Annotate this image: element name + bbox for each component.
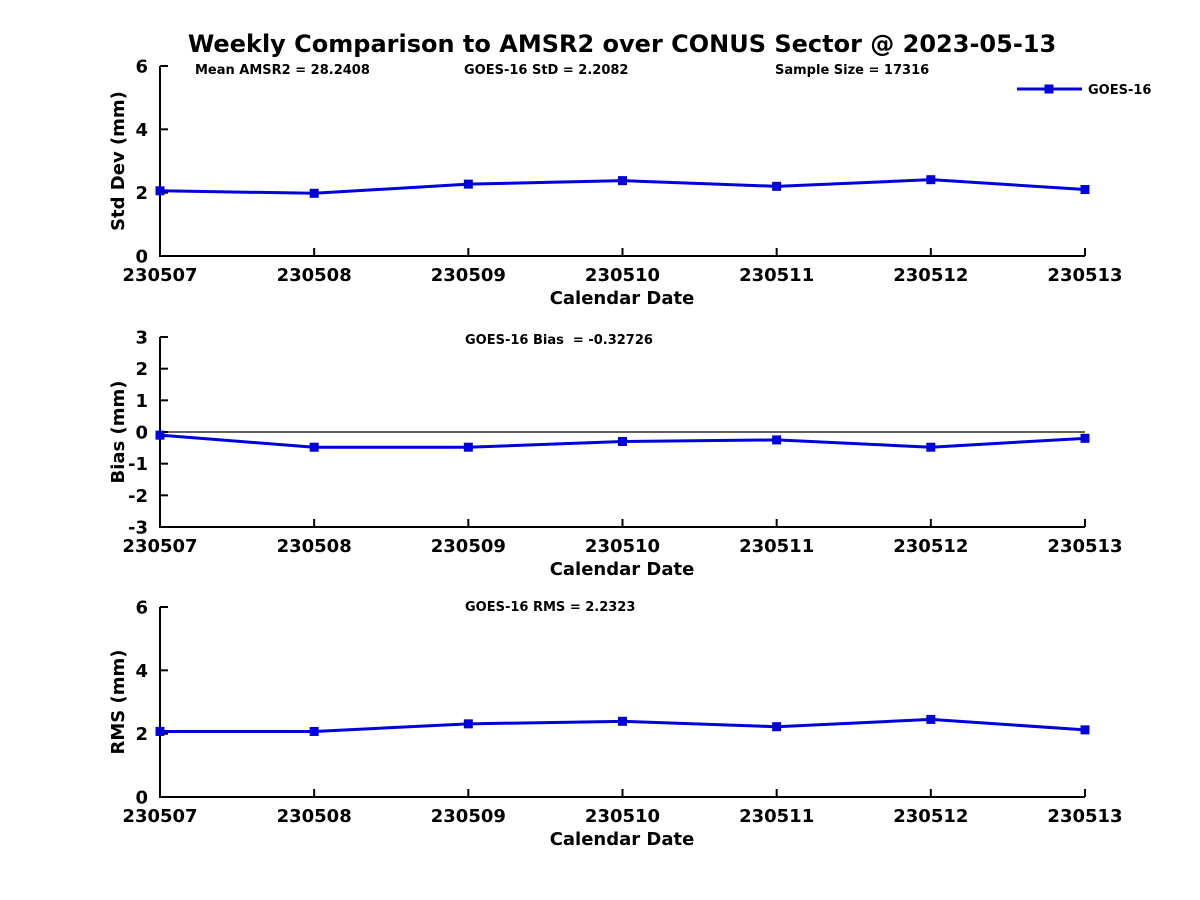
x-axis-label: Calendar Date [550, 829, 695, 850]
data-point-marker [772, 435, 782, 445]
x-tick-label: 230507 [122, 806, 197, 827]
data-point-marker [155, 726, 165, 736]
x-tick-label: 230508 [277, 265, 352, 286]
data-point-marker [772, 181, 782, 191]
annotation-sample-size: Sample Size = 17316 [775, 63, 929, 78]
x-tick-label: 230512 [893, 536, 968, 557]
x-axis-label: Calendar Date [550, 288, 695, 309]
x-axis-label: Calendar Date [550, 559, 695, 580]
data-point-marker [1080, 725, 1090, 735]
y-tick-label: 2 [135, 359, 148, 380]
y-tick-label: 1 [135, 391, 148, 412]
data-point-marker [772, 722, 782, 732]
annotation-mean-amsr2: Mean AMSR2 = 28.2408 [195, 63, 370, 78]
figure-title: Weekly Comparison to AMSR2 over CONUS Se… [188, 30, 1056, 58]
data-point-marker [1080, 433, 1090, 443]
subplot-bias: GOES-16 Bias = -0.32726 Bias (mm) Calend… [108, 328, 1123, 581]
x-tick-label: 230512 [893, 806, 968, 827]
data-point-marker [155, 186, 165, 196]
annotation-goes16-std: GOES-16 StD = 2.2082 [464, 63, 628, 78]
data-point-marker [463, 719, 473, 729]
data-point-marker [309, 442, 319, 452]
data-point-marker [618, 176, 627, 186]
x-tick-label: 230507 [122, 265, 197, 286]
axis-spines [159, 607, 1085, 798]
x-tick-label: 230513 [1047, 265, 1122, 286]
y-tick-label: 2 [135, 724, 148, 745]
y-axis-label-stddev: Std Dev (mm) [108, 91, 129, 231]
x-tick-label: 230507 [122, 536, 197, 557]
x-tick-label: 230513 [1047, 806, 1122, 827]
data-point-marker [155, 430, 165, 440]
y-tick-label: 6 [135, 57, 148, 78]
data-point-marker [309, 726, 319, 736]
subplot-rms: GOES-16 RMS = 2.2323 RMS (mm) Calendar D… [108, 598, 1123, 851]
x-tick-label: 230509 [431, 265, 506, 286]
axis-spines [159, 66, 1085, 257]
data-point-marker [618, 437, 627, 446]
legend-label: GOES-16 [1088, 83, 1151, 98]
y-axis-label-rms: RMS (mm) [108, 650, 129, 755]
data-point-marker [1080, 185, 1090, 194]
y-tick-label: 2 [135, 183, 148, 204]
x-tick-label: 230508 [277, 806, 352, 827]
data-point-marker [926, 442, 936, 452]
legend-marker-icon [1044, 84, 1054, 94]
y-tick-label: -1 [128, 454, 148, 475]
data-point-marker [926, 714, 936, 724]
y-tick-label: 3 [135, 328, 148, 349]
subplot-stddev: Mean AMSR2 = 28.2408 GOES-16 StD = 2.208… [108, 57, 1151, 310]
x-tick-label: 230512 [893, 265, 968, 286]
x-tick-label: 230510 [585, 265, 660, 286]
y-tick-label: 0 [135, 247, 148, 268]
x-tick-label: 230510 [585, 536, 660, 557]
data-point-marker [463, 179, 473, 189]
plot-area-bias: -3 -2 -1 0 1 2 3 230507 230508 230509 230510 230511… [122, 328, 1122, 558]
y-tick-label: -3 [128, 518, 148, 539]
y-tick-label: -2 [128, 486, 148, 507]
data-point-marker [618, 716, 627, 726]
y-tick-label: 4 [135, 120, 148, 141]
x-tick-label: 230508 [277, 536, 352, 557]
plot-area-rms: 0 2 4 6 230507 230508 230509 230510 230511 230512… [122, 598, 1122, 828]
annotation-goes16-rms: GOES-16 RMS = 2.2323 [465, 600, 635, 615]
annotation-goes16-bias: GOES-16 Bias = -0.32726 [465, 333, 653, 348]
y-tick-label: 6 [135, 598, 148, 619]
x-tick-label: 230511 [739, 265, 814, 286]
y-axis-label-bias: Bias (mm) [108, 381, 129, 484]
y-tick-label: 0 [135, 788, 148, 809]
x-tick-label: 230509 [431, 536, 506, 557]
data-point-marker [926, 175, 936, 185]
y-tick-label: 4 [135, 661, 148, 682]
x-tick-label: 230509 [431, 806, 506, 827]
y-tick-label: 0 [135, 423, 148, 444]
data-point-marker [309, 188, 319, 198]
legend: GOES-16 [1017, 83, 1151, 98]
plot-area-stddev: 0 2 4 6 230507 230508 230509 230510 230511 230512… [122, 57, 1122, 287]
x-tick-label: 230511 [739, 536, 814, 557]
x-tick-label: 230513 [1047, 536, 1122, 557]
x-tick-label: 230510 [585, 806, 660, 827]
x-tick-label: 230511 [739, 806, 814, 827]
data-point-marker [463, 442, 473, 452]
